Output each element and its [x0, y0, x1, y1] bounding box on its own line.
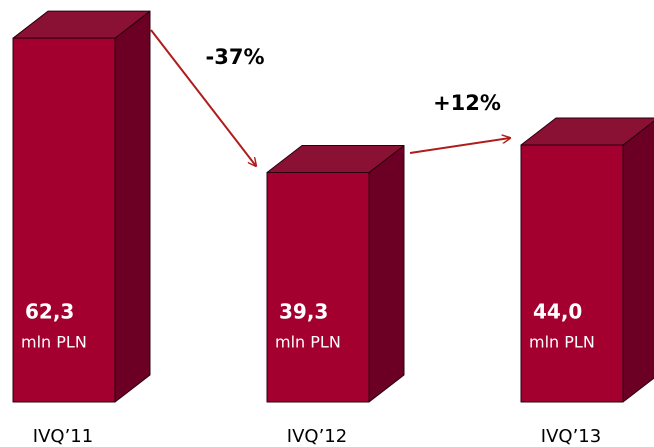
change-annotation: -37%	[206, 45, 265, 69]
unit-label: mln PLN	[529, 333, 595, 352]
x-tick-label: IVQ’13	[541, 426, 601, 447]
value-label: 44,0	[533, 300, 582, 324]
bar	[12, 37, 116, 403]
change-arrow	[150, 29, 256, 166]
change-arrow	[409, 138, 510, 154]
bar	[520, 144, 624, 403]
x-tick-label: IVQ’11	[33, 426, 93, 447]
bar	[266, 171, 370, 403]
x-tick-label: IVQ’12	[287, 426, 347, 447]
value-label: 39,3	[279, 300, 328, 324]
unit-label: mln PLN	[275, 333, 341, 352]
unit-label: mln PLN	[21, 333, 87, 352]
bar-side	[368, 144, 405, 403]
bar-side	[622, 120, 654, 403]
value-label: 62,3	[25, 300, 74, 324]
change-annotation: +12%	[433, 91, 501, 115]
bar-side	[114, 10, 151, 403]
